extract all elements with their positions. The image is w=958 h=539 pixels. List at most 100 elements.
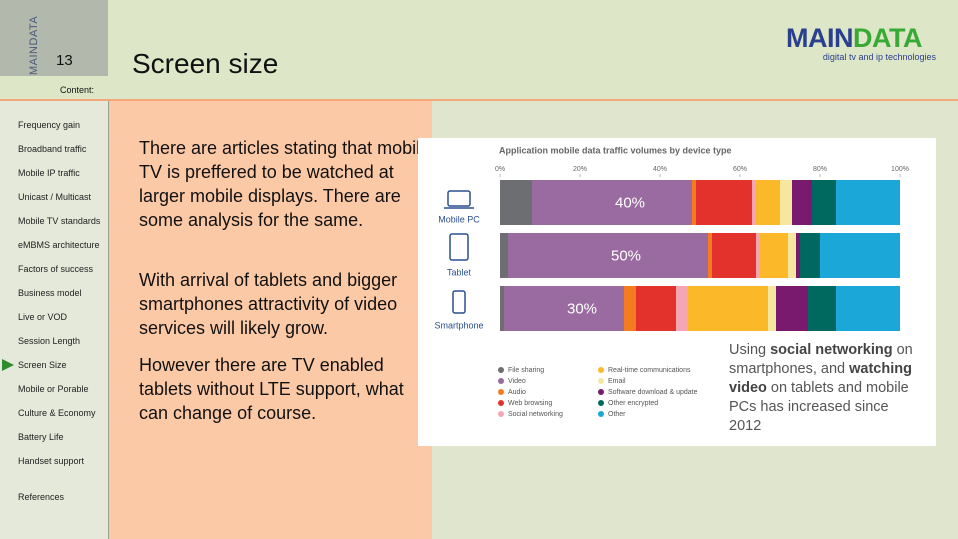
sidebar-item: Mobile or Porable <box>18 384 89 394</box>
bar-segment <box>836 180 900 225</box>
sidebar-item: References <box>18 492 65 502</box>
bar-segment <box>688 286 768 331</box>
bar-segment <box>676 286 688 331</box>
legend-label: Real-time communications <box>608 367 691 374</box>
x-tick-label: 0% <box>495 166 505 173</box>
logo-tagline: digital tv and ip technologies <box>822 52 936 62</box>
value-label: 50% <box>611 247 641 264</box>
bar-segment <box>508 233 708 278</box>
bar-segment <box>812 180 836 225</box>
bar-segment <box>768 286 776 331</box>
device-icons <box>444 190 474 314</box>
bar-segment <box>696 180 752 225</box>
header-band <box>0 0 958 100</box>
sidebar-item: Screen Size <box>18 360 67 370</box>
header-rule <box>0 99 958 101</box>
legend-label: Audio <box>508 389 526 396</box>
legend-swatch <box>598 378 604 384</box>
legend-label: Web browsing <box>508 400 552 407</box>
annotation-part: social networking <box>770 342 893 358</box>
paragraph: With arrival of tablets and bigger smart… <box>139 270 398 338</box>
sidebar-item: Business model <box>18 288 82 298</box>
legend-label: Other encrypted <box>608 400 658 407</box>
bar-segment <box>708 233 712 278</box>
sidebar <box>0 100 109 539</box>
bar-segment <box>780 180 792 225</box>
bar-segment <box>624 286 636 331</box>
x-tick-label: 40% <box>653 166 667 173</box>
corner-block <box>0 0 108 76</box>
paragraph: There are articles stating that mobile T… <box>139 138 431 230</box>
body-panel <box>109 100 432 539</box>
bar-segment <box>796 233 800 278</box>
logo-main: MAIN <box>786 23 854 53</box>
legend-swatch <box>598 411 604 417</box>
x-tick-label: 80% <box>813 166 827 173</box>
bar-segment <box>500 180 532 225</box>
sidebar-item: eMBMS architecture <box>18 240 100 250</box>
sidebar-item: Battery Life <box>18 432 64 442</box>
annotation-part: on tablets and mobile PCs has increased … <box>729 380 909 434</box>
bar-segment <box>820 233 900 278</box>
legend-swatch <box>598 367 604 373</box>
sidebar-item: Mobile IP traffic <box>18 168 80 178</box>
legend-label: Other <box>608 411 626 418</box>
legend-swatch <box>598 400 604 406</box>
bar-segment <box>756 233 760 278</box>
bar-segment <box>788 233 796 278</box>
category-label: Smartphone <box>434 320 483 330</box>
x-tick-label: 60% <box>733 166 747 173</box>
legend-label: Software download & update <box>608 389 698 396</box>
sidebar-item: Live or VOD <box>18 312 68 322</box>
slide-number: 13 <box>56 52 73 69</box>
annotation-part: watching video <box>729 361 912 396</box>
sidebar-item: Session Length <box>18 336 81 346</box>
bar-segment <box>808 286 836 331</box>
bar-segment <box>712 233 756 278</box>
annotation-part: Using <box>729 342 771 358</box>
bar-segment <box>532 180 692 225</box>
sidebar-item: Culture & Economy <box>18 408 96 418</box>
legend-swatch <box>498 367 504 373</box>
bar-segment <box>756 180 780 225</box>
bar-segment <box>760 233 788 278</box>
legend-swatch <box>498 378 504 384</box>
bar-segment <box>500 286 504 331</box>
category-label: Tablet <box>447 267 472 277</box>
figure: Application mobile data traffic volumes … <box>418 138 936 446</box>
bar-segment <box>692 180 696 225</box>
bar-segment <box>504 286 624 331</box>
logo-accent: DATA <box>853 23 922 53</box>
legend-swatch <box>598 389 604 395</box>
legend-label: Social networking <box>508 411 563 418</box>
legend-label: File sharing <box>508 367 544 374</box>
legend-swatch <box>498 389 504 395</box>
bar-segment <box>836 286 900 331</box>
bar-segment <box>636 286 676 331</box>
figure-annotation: Using social networking on smartphones, … <box>729 341 914 436</box>
x-tick-label: 100% <box>891 166 909 173</box>
bar-segment <box>792 180 812 225</box>
annotation-part: on smartphones, and <box>729 342 913 377</box>
legend-label: Video <box>508 378 526 385</box>
figure-title: Application mobile data traffic volumes … <box>499 145 732 155</box>
vertical-brand: MAINDATA <box>28 15 40 75</box>
legend-swatch <box>498 400 504 406</box>
sidebar-item: Frequency gain <box>18 120 81 130</box>
legend-label: Email <box>608 378 626 385</box>
current-marker <box>2 359 14 371</box>
slide-title: Screen size <box>132 48 279 79</box>
bar-segment <box>776 286 808 331</box>
value-label: 30% <box>567 300 597 317</box>
sidebar-item: Unicast / Multicast <box>18 192 92 202</box>
legend-swatch <box>498 411 504 417</box>
sidebar-item: Handset support <box>18 456 85 466</box>
sidebar-item: Mobile TV standards <box>18 216 101 226</box>
paragraph: However there are TV enabled tablets wit… <box>139 355 404 423</box>
category-label: Mobile PC <box>438 214 480 224</box>
bar-segment <box>500 233 508 278</box>
x-tick-label: 20% <box>573 166 587 173</box>
value-label: 40% <box>615 194 645 211</box>
content-label: Content: <box>60 85 95 95</box>
sidebar-item: Factors of success <box>18 264 94 274</box>
